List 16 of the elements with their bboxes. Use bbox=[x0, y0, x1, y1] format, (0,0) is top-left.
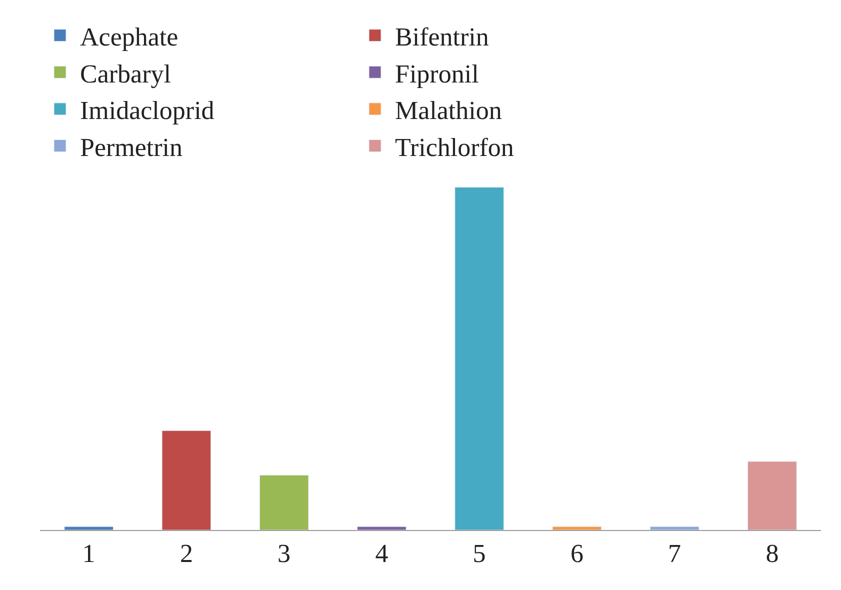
legend-label: Imidacloprid bbox=[80, 96, 214, 126]
legend-label: Fipronil bbox=[395, 59, 479, 88]
legend-label: Trichlorfon bbox=[395, 132, 514, 162]
x-tick-label: 2 bbox=[180, 539, 193, 568]
legend-label: Acephate bbox=[80, 22, 178, 52]
x-tick-label: 1 bbox=[82, 539, 96, 568]
x-tick-label: 5 bbox=[472, 539, 486, 568]
x-tick-label: 4 bbox=[375, 539, 388, 568]
legend-label: Bifentrin bbox=[395, 22, 489, 52]
x-tick-label: 7 bbox=[668, 539, 682, 568]
legend-label: Malathion bbox=[395, 96, 502, 126]
x-tick-label: 8 bbox=[766, 539, 779, 568]
legend-label: Carbaryl bbox=[80, 59, 171, 88]
x-tick-label: 6 bbox=[570, 539, 584, 568]
x-tick-label: 3 bbox=[278, 539, 291, 568]
legend-label: Permetrin bbox=[80, 132, 183, 162]
